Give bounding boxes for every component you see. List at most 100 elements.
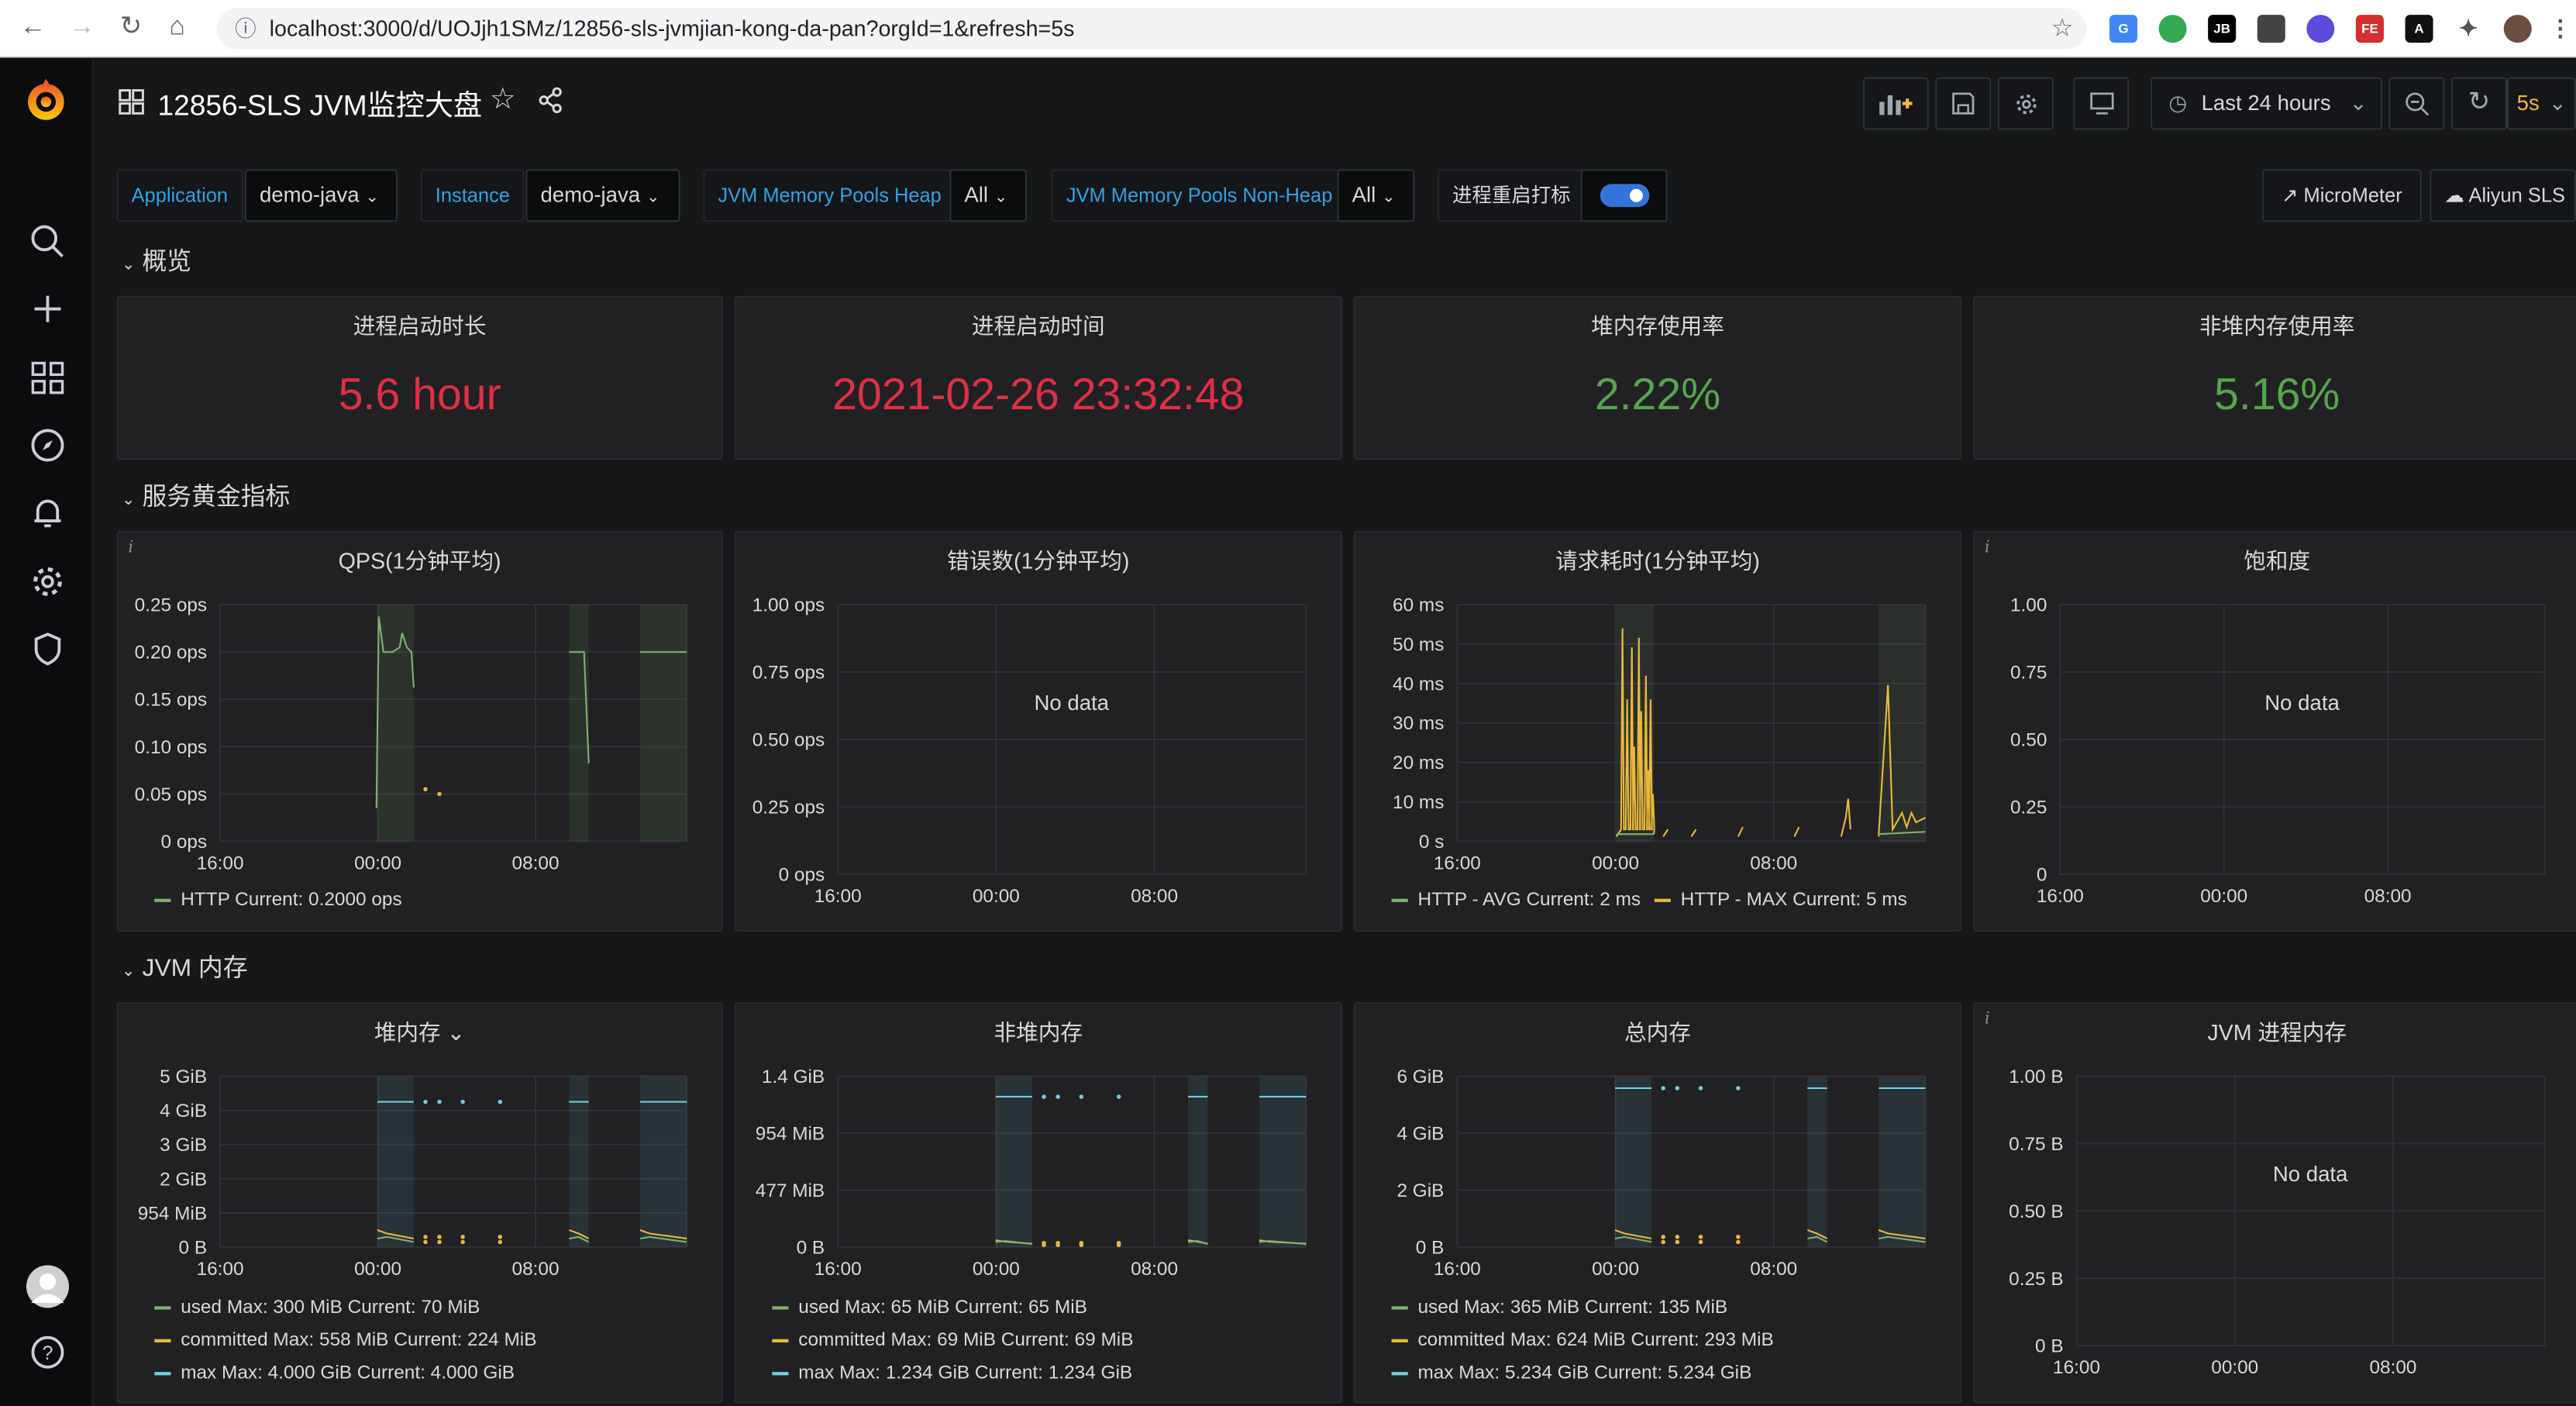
back-icon[interactable]: ← <box>19 12 46 41</box>
graph-panel-errors: 错误数(1分钟平均) 1.00 ops 0.75 ops 0.50 ops 0.25 o… <box>734 530 1342 932</box>
panel-title[interactable]: 饱和度 <box>2244 549 2311 574</box>
legend-item[interactable]: used Max: 300 MiB Current: 70 MiB <box>151 1298 480 1318</box>
series-line <box>1878 684 1927 837</box>
y-tick-label: 0 B <box>797 1237 825 1258</box>
panel-title[interactable]: 堆内存 ⌄ <box>374 1020 466 1046</box>
profile-avatar[interactable] <box>2503 15 2532 43</box>
reload-icon[interactable]: ↻ <box>119 12 143 41</box>
extension-icon[interactable] <box>2158 15 2187 43</box>
y-tick-label: 1.00 ops <box>752 595 825 616</box>
panel-info-icon[interactable]: i <box>128 539 134 557</box>
series-point <box>1079 1094 1084 1099</box>
refresh-interval-picker[interactable]: 5s ⌄ <box>2506 77 2576 130</box>
fe-extension-icon[interactable]: FE <box>2355 15 2384 43</box>
legend-item[interactable]: committed Max: 624 MiB Current: 293 MiB <box>1388 1331 1774 1351</box>
font-extension-icon[interactable]: A <box>2405 15 2433 43</box>
jetbrains-extension-icon[interactable]: JB <box>2208 15 2237 43</box>
legend-item[interactable]: max Max: 1.234 GiB Current: 1.234 GiB <box>769 1364 1132 1384</box>
panel-title[interactable]: 请求耗时(1分钟平均) <box>1555 549 1760 574</box>
y-tick-label: 0.15 ops <box>135 690 207 711</box>
series-point <box>423 1099 428 1104</box>
legend-item[interactable]: HTTP Current: 0.2000 ops <box>151 891 402 910</box>
configuration-gear-icon[interactable] <box>29 563 66 600</box>
var-select-heap-pools[interactable]: All ⌄ <box>949 169 1027 222</box>
var-label-instance: Instance <box>420 169 525 222</box>
var-select-application[interactable]: demo-java ⌄ <box>244 169 398 222</box>
dashboard-settings-button[interactable] <box>1997 77 2054 130</box>
check-extension-icon[interactable] <box>2306 15 2335 43</box>
x-tick-label: 16:00 <box>1434 853 1481 874</box>
legend-item[interactable]: used Max: 65 MiB Current: 65 MiB <box>769 1298 1087 1318</box>
panel-info-icon[interactable]: i <box>1984 1010 1990 1029</box>
clock-icon: ◷ <box>2168 90 2188 115</box>
forward-icon[interactable]: → <box>69 12 95 41</box>
legend-item[interactable]: HTTP - AVG Current: 2 ms <box>1388 891 1641 910</box>
var-select-instance[interactable]: demo-java ⌄ <box>525 169 680 222</box>
url-bar[interactable]: ⓘ localhost:3000/d/UOJjh1SMz/12856-sls-j… <box>216 8 2087 50</box>
panel-title[interactable]: QPS(1分钟平均) <box>338 549 501 574</box>
x-tick-label: 08:00 <box>1750 1259 1797 1280</box>
dashboard-title[interactable]: 12856-SLS JVM监控大盘 <box>157 88 483 122</box>
legend-item[interactable]: max Max: 5.234 GiB Current: 5.234 GiB <box>1388 1364 1751 1384</box>
info-icon[interactable]: ⓘ <box>235 16 257 41</box>
star-icon[interactable]: ☆ <box>489 81 516 115</box>
barcode-extension-icon[interactable] <box>2257 15 2285 43</box>
panel-title[interactable]: 错误数(1分钟平均) <box>947 549 1130 574</box>
legend-item[interactable]: HTTP - MAX Current: 5 ms <box>1651 891 1907 910</box>
grafana-logo-icon[interactable] <box>23 76 69 126</box>
home-icon[interactable]: ⌂ <box>169 12 185 41</box>
x-tick-label: 08:00 <box>1750 853 1797 874</box>
cycle-view-mode-button[interactable] <box>2073 77 2130 130</box>
panel-title[interactable]: 总内存 <box>1624 1020 1691 1046</box>
refresh-button[interactable]: ↻ <box>2450 77 2507 130</box>
legend-item[interactable]: used Max: 365 MiB Current: 135 MiB <box>1388 1298 1727 1318</box>
bookmark-star-icon[interactable]: ☆ <box>2051 15 2074 43</box>
refresh-interval-label: 5s <box>2516 90 2540 115</box>
x-tick-label: 00:00 <box>354 853 401 874</box>
explore-compass-icon[interactable] <box>29 427 66 463</box>
legend-item[interactable]: max Max: 4.000 GiB Current: 4.000 GiB <box>151 1364 515 1384</box>
graph-panel-saturation: 饱和度 i 1.00 0.75 0.50 0.25 0 16:00 00:00 08:00 No d… <box>1973 530 2576 932</box>
legend-swatch <box>1391 898 1408 902</box>
legend-item[interactable]: committed Max: 558 MiB Current: 224 MiB <box>151 1331 537 1351</box>
panel-title[interactable]: JVM 进程内存 <box>2207 1020 2347 1046</box>
series-point <box>1661 1086 1665 1091</box>
save-dashboard-button[interactable] <box>1935 77 1992 130</box>
link-micrometer[interactable]: ↗ MicroMeter <box>2262 169 2422 222</box>
add-panel-button[interactable] <box>1862 77 1929 130</box>
legend-item[interactable]: committed Max: 69 MiB Current: 69 MiB <box>769 1331 1133 1351</box>
row-golden-signals[interactable]: ⌄ 服务黄金指标 <box>122 478 290 513</box>
user-avatar[interactable] <box>26 1265 70 1308</box>
y-tick-label: 4 GiB <box>1396 1124 1444 1145</box>
series-point <box>1079 1242 1084 1248</box>
link-aliyun-sls[interactable]: ☁ Aliyun SLS <box>2430 169 2576 222</box>
row-jvm-memory[interactable]: ⌄ JVM 内存 <box>122 949 248 984</box>
chevron-down-icon: ⌄ <box>121 256 136 275</box>
puzzle-extension-icon[interactable]: ✦ <box>2454 15 2483 43</box>
search-icon[interactable] <box>29 223 66 260</box>
panel-title[interactable]: 非堆内存 <box>994 1020 1083 1046</box>
legend-text: used Max: 65 MiB Current: 65 MiB <box>798 1297 1087 1318</box>
zoom-out-button[interactable] <box>2388 77 2445 130</box>
y-tick-label: 0 s <box>1419 832 1445 853</box>
var-select-nonheap-pools[interactable]: All ⌄ <box>1337 169 1415 222</box>
server-admin-shield-icon[interactable] <box>29 631 66 667</box>
series-point <box>1675 1239 1680 1245</box>
legend-text: committed Max: 624 MiB Current: 293 MiB <box>1417 1331 1774 1351</box>
restart-marker-toggle[interactable] <box>1580 169 1668 222</box>
y-tick-label: 0.75 ops <box>752 663 825 684</box>
dashboard-main: 12856-SLS JVM监控大盘 ☆ ◷ Last 24 hours ⌄ ↻ … <box>93 59 2576 1406</box>
no-data-message: No data <box>2272 1162 2348 1187</box>
alerting-bell-icon[interactable] <box>29 495 66 531</box>
time-range-picker[interactable]: ◷ Last 24 hours ⌄ <box>2150 77 2382 130</box>
dashboards-grid-icon[interactable] <box>29 360 66 396</box>
panel-info-icon[interactable]: i <box>1984 539 1990 557</box>
menu-icon[interactable]: ⋮ <box>2546 15 2574 43</box>
share-icon[interactable] <box>537 87 563 114</box>
help-question-icon[interactable]: ? <box>29 1334 66 1370</box>
create-plus-icon[interactable] <box>29 291 66 327</box>
translate-extension-icon[interactable]: G <box>2109 15 2137 43</box>
chevron-down-icon: ⌄ <box>121 491 136 510</box>
series-line <box>569 651 590 763</box>
row-overview[interactable]: ⌄ 概览 <box>122 243 191 278</box>
